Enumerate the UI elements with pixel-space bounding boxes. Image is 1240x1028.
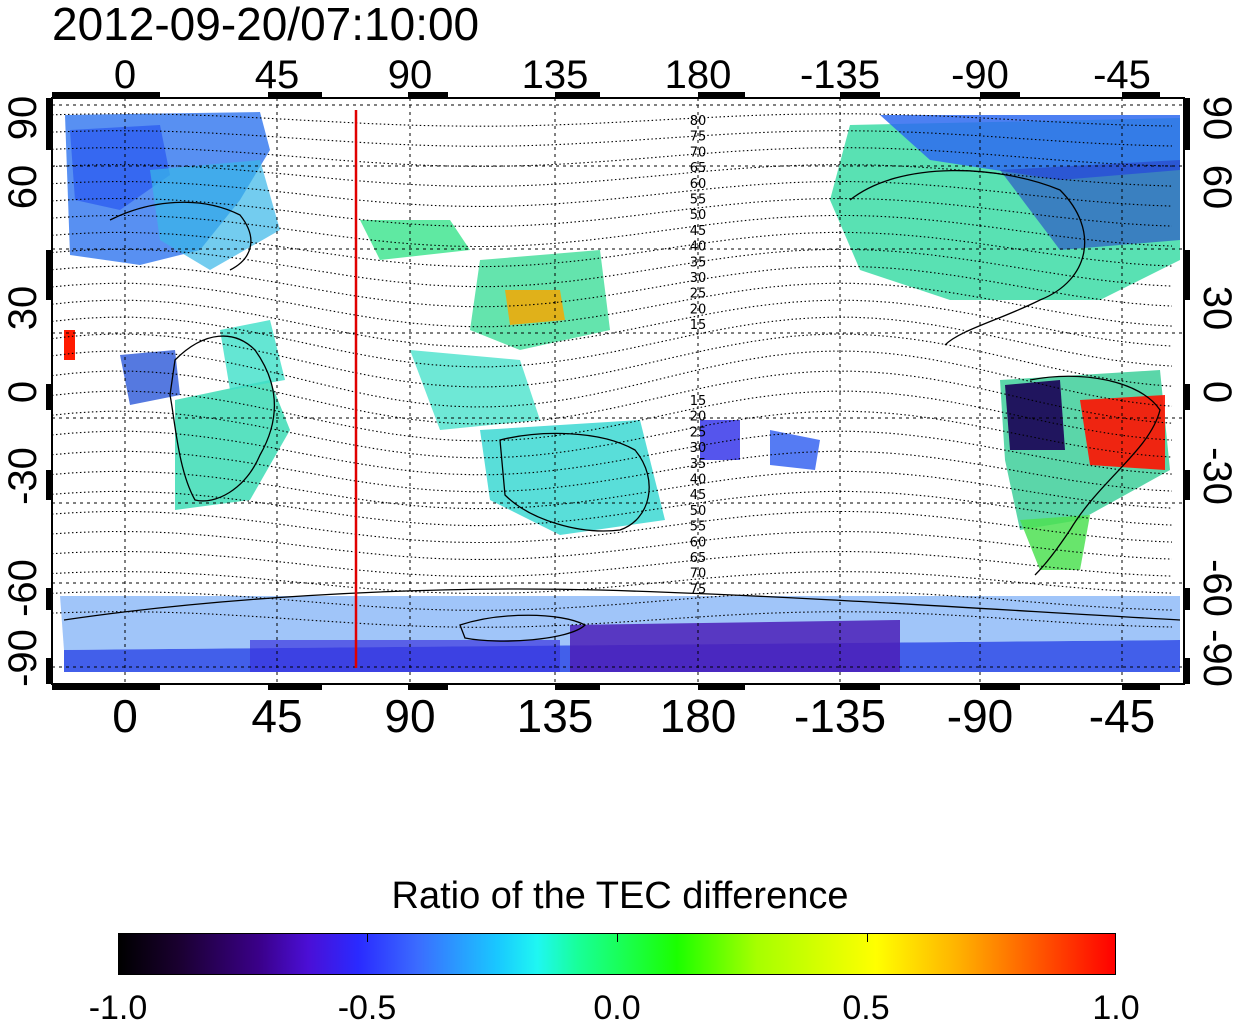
contour-label: 55	[690, 193, 707, 208]
lat-tick-label-right: 60	[1195, 165, 1239, 210]
contour-label: 35	[690, 457, 707, 472]
contour-label: 45	[690, 224, 707, 239]
lon-tick-label-bottom: 0	[112, 690, 138, 742]
coastlines	[63, 169, 1181, 642]
contour-label: 65	[690, 551, 707, 566]
lat-tick-label-right: 0	[1195, 381, 1239, 403]
contour-label: 15	[690, 394, 707, 409]
magnetic-latitude-contours	[51, 113, 1173, 628]
colorbar-tick-label: -1.0	[88, 989, 148, 1027]
lon-tick-label-top: 135	[522, 53, 589, 97]
lat-tick-label-left: 90	[1, 96, 45, 141]
contour-label: 30	[690, 441, 707, 456]
colorbar	[118, 933, 1116, 975]
lon-tick-label-top: -135	[800, 53, 880, 97]
colorbar-tick	[867, 934, 868, 942]
colorbar-tick-label: 0.0	[593, 989, 641, 1027]
lon-tick-label-top: 45	[255, 53, 300, 97]
lat-tick-label-right: 30	[1195, 286, 1239, 331]
contour-label: 60	[690, 535, 707, 550]
contour-label: 20	[690, 410, 707, 425]
contour-label: 20	[690, 302, 707, 317]
contour-label: 40	[690, 473, 707, 488]
contour-label: 70	[690, 567, 707, 582]
axis-ticks: 0045459090135135180180-135-135-90-90-45-…	[1, 53, 1239, 742]
contour-label: 15	[690, 318, 707, 333]
lon-tick-label-top: 180	[665, 53, 732, 97]
lon-tick-label-bottom: 90	[384, 690, 435, 742]
colorbar-tick-label: -0.5	[337, 989, 397, 1027]
contour-label: 60	[690, 177, 707, 192]
lat-tick-label-right: -30	[1195, 447, 1239, 505]
colorbar-tick-label: 1.0	[1092, 989, 1140, 1027]
lat-tick-label-left: -90	[1, 629, 45, 687]
contour-label: 25	[690, 287, 707, 302]
contour-label: 35	[690, 255, 707, 270]
contour-label: 70	[690, 145, 707, 160]
lat-tick-label-right: 90	[1195, 96, 1239, 141]
contour-label: 30	[690, 271, 707, 286]
colorbar-tick	[367, 934, 368, 942]
contour-label: 75	[690, 130, 707, 145]
contour-label: 50	[690, 504, 707, 519]
lon-tick-label-bottom: -45	[1089, 690, 1155, 742]
contour-label: 80	[690, 114, 707, 129]
lat-tick-label-left: -60	[1, 559, 45, 617]
lat-tick-label-left: 0	[1, 381, 45, 403]
lon-tick-label-bottom: -135	[794, 690, 886, 742]
contour-label: 40	[690, 240, 707, 255]
contour-label: 50	[690, 208, 707, 223]
contour-label: 45	[690, 488, 707, 503]
colorbar-tick-label: 0.5	[842, 989, 890, 1027]
lat-tick-label-left: 60	[1, 165, 45, 210]
map-timestamp-title: 2012-09-20/07:10:00	[52, 0, 480, 50]
lat-tick-label-left: -30	[1, 447, 45, 505]
lat-tick-label-right: -60	[1195, 559, 1239, 617]
lat-tick-label-left: 30	[1, 286, 45, 331]
lon-tick-label-bottom: 45	[251, 690, 302, 742]
tec-data-patches	[60, 112, 1180, 672]
lon-tick-label-top: -45	[1093, 53, 1151, 97]
contour-label: 65	[690, 161, 707, 176]
contour-label: 75	[690, 582, 707, 597]
colorbar-tick	[617, 934, 618, 942]
lon-tick-label-top: 90	[388, 53, 433, 97]
lon-tick-label-bottom: 135	[517, 690, 594, 742]
lat-tick-label-right: -90	[1195, 629, 1239, 687]
colorbar-title: Ratio of the TEC difference	[391, 875, 849, 917]
lon-tick-label-top: 0	[114, 53, 136, 97]
contour-label: 25	[690, 425, 707, 440]
lon-tick-label-bottom: 180	[660, 690, 737, 742]
lon-tick-label-top: -90	[951, 53, 1009, 97]
lon-tick-label-bottom: -90	[947, 690, 1013, 742]
contour-label: 55	[690, 520, 707, 535]
